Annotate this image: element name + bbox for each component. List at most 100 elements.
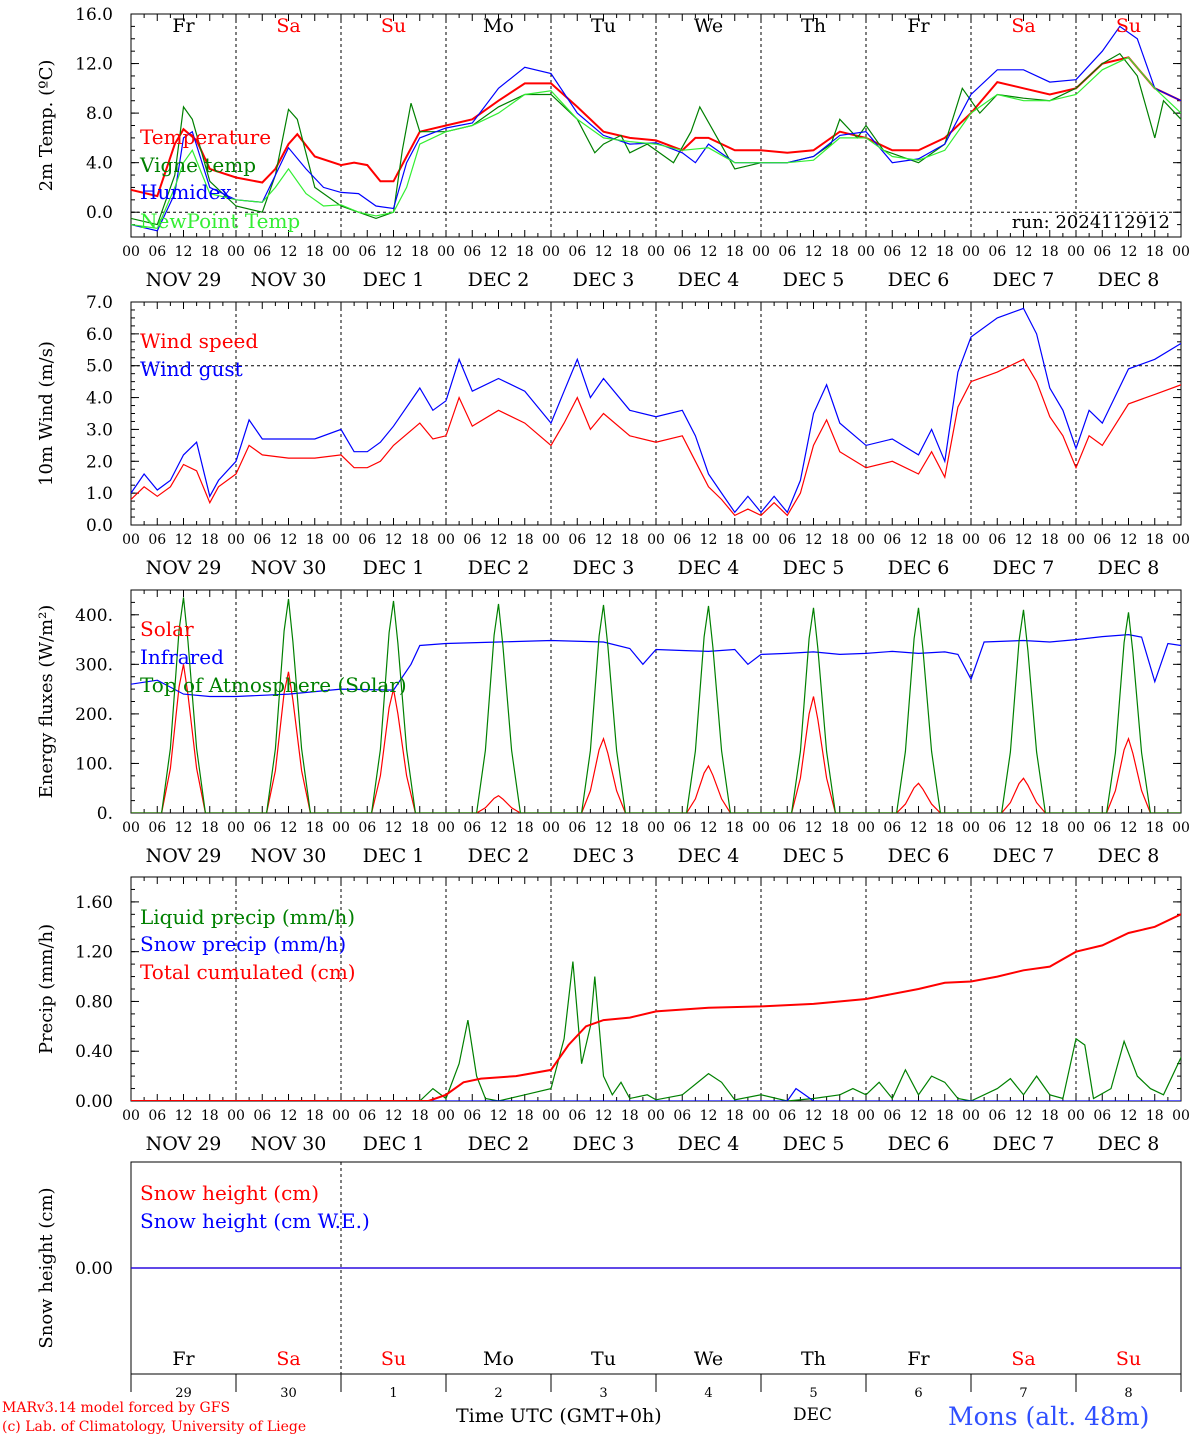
date-label: DEC 6: [888, 269, 950, 291]
weekday-label: Sa: [1011, 1348, 1035, 1370]
hour-label: 06: [253, 1108, 271, 1124]
y-tick-label: 5.0: [86, 357, 113, 377]
hour-label: 06: [883, 532, 901, 548]
hour-label: 06: [463, 532, 481, 548]
series-line-4-1: [131, 961, 1181, 1101]
date-label: NOV 29: [146, 845, 222, 867]
hour-label: 18: [1041, 1108, 1059, 1124]
hour-label: 12: [805, 1108, 823, 1124]
hour-label: 18: [726, 1108, 744, 1124]
date-label: NOV 30: [251, 845, 327, 867]
hour-label: 18: [1146, 820, 1164, 836]
series-line-4-2: [131, 1087, 1181, 1101]
date-label: DEC 6: [888, 557, 950, 579]
weekday-label: Tu: [591, 15, 616, 37]
hour-label: 06: [673, 820, 691, 836]
hour-label: 06: [883, 244, 901, 260]
hour-label: 00: [437, 1108, 455, 1124]
y-tick-label: 0.0: [86, 516, 113, 536]
date-label: DEC 2: [468, 557, 530, 579]
hour-label: 00: [332, 244, 350, 260]
legend-entry: Solar: [140, 617, 194, 641]
hour-label: 12: [280, 1108, 298, 1124]
y-tick-label: 0.00: [75, 1259, 113, 1279]
model-credit: MARv3.14 model forced by GFS: [2, 1400, 231, 1416]
hour-label: 18: [1041, 820, 1059, 836]
legend-entry: NewPoint Temp: [140, 209, 300, 233]
weekday-label: Su: [1116, 15, 1141, 37]
hour-label: 00: [1067, 244, 1085, 260]
date-label: DEC 1: [363, 845, 425, 867]
date-label: DEC 8: [1098, 1133, 1160, 1155]
weekday-label: Sa: [1011, 15, 1035, 37]
series-line-3-2: [131, 633, 1181, 698]
weekday-label: We: [694, 1348, 723, 1370]
hour-label: 18: [831, 820, 849, 836]
panel-frame: [130, 13, 1182, 238]
hour-label: 12: [805, 532, 823, 548]
lab-credit: (c) Lab. of Climatology, University of L…: [2, 1419, 307, 1435]
hour-label: 06: [778, 820, 796, 836]
date-label: DEC 2: [468, 1133, 530, 1155]
y-tick-label: 0.00: [75, 1092, 113, 1112]
day-number: 6: [914, 1386, 922, 1401]
hour-label: 06: [568, 244, 586, 260]
hour-label: 06: [253, 820, 271, 836]
hour-label: 00: [227, 1108, 245, 1124]
hour-label: 18: [831, 1108, 849, 1124]
legend-entry: Top of Atmosphere (Solar): [140, 673, 407, 697]
hour-label: 18: [1041, 244, 1059, 260]
y-axis-label: 10m Wind (m/s): [36, 341, 57, 486]
y-tick-label: 7.0: [86, 293, 113, 313]
hour-label: 12: [385, 820, 403, 836]
hour-label: 12: [490, 244, 508, 260]
y-axis-label: Energy fluxes (W/m²): [36, 605, 57, 799]
hour-label: 18: [726, 244, 744, 260]
hour-label: 06: [988, 1108, 1006, 1124]
hour-label: 12: [595, 1108, 613, 1124]
hour-label: 00: [1067, 532, 1085, 548]
weekday-label: Sa: [276, 15, 300, 37]
legend-entry: Snow height (cm W.E.): [140, 1209, 370, 1233]
hour-label: 18: [621, 820, 639, 836]
hour-label: 06: [358, 820, 376, 836]
y-tick-label: 1.0: [86, 484, 113, 504]
hour-label: 06: [148, 532, 166, 548]
hour-label: 00: [332, 1108, 350, 1124]
hour-label: 00: [857, 532, 875, 548]
hour-label: 18: [621, 532, 639, 548]
hour-label: 12: [175, 1108, 193, 1124]
y-tick-label: 12.0: [75, 55, 113, 75]
y-tick-label: 0.0: [86, 203, 113, 223]
hour-label: 18: [201, 1108, 219, 1124]
hour-label: 12: [1120, 820, 1138, 836]
day-number: 2: [494, 1386, 502, 1401]
hour-label: 06: [148, 820, 166, 836]
hour-label: 12: [1120, 1108, 1138, 1124]
hour-label: 12: [175, 244, 193, 260]
hour-label: 06: [778, 244, 796, 260]
hour-label: 00: [122, 244, 140, 260]
weekday-label: We: [694, 15, 723, 37]
hour-label: 00: [227, 532, 245, 548]
hour-label: 12: [1015, 244, 1033, 260]
hour-label: 18: [306, 532, 324, 548]
date-label: DEC 2: [468, 845, 530, 867]
weekday-label: Tu: [591, 1348, 616, 1370]
hour-label: 12: [805, 820, 823, 836]
weekday-label: Fr: [907, 15, 930, 37]
date-label: DEC 7: [993, 1133, 1055, 1155]
hour-label: 18: [516, 244, 534, 260]
hour-label: 12: [490, 820, 508, 836]
hour-label: 00: [122, 820, 140, 836]
hour-label: 06: [988, 244, 1006, 260]
hour-label: 00: [1172, 1108, 1190, 1124]
hour-label: 12: [595, 532, 613, 548]
date-label: DEC 5: [783, 845, 845, 867]
date-label: DEC 3: [573, 557, 635, 579]
hour-label: 12: [700, 532, 718, 548]
hour-label: 00: [1172, 244, 1190, 260]
legend-entry: Wind speed: [140, 329, 258, 353]
hour-label: 06: [778, 1108, 796, 1124]
series-line-2-1: [131, 358, 1181, 517]
